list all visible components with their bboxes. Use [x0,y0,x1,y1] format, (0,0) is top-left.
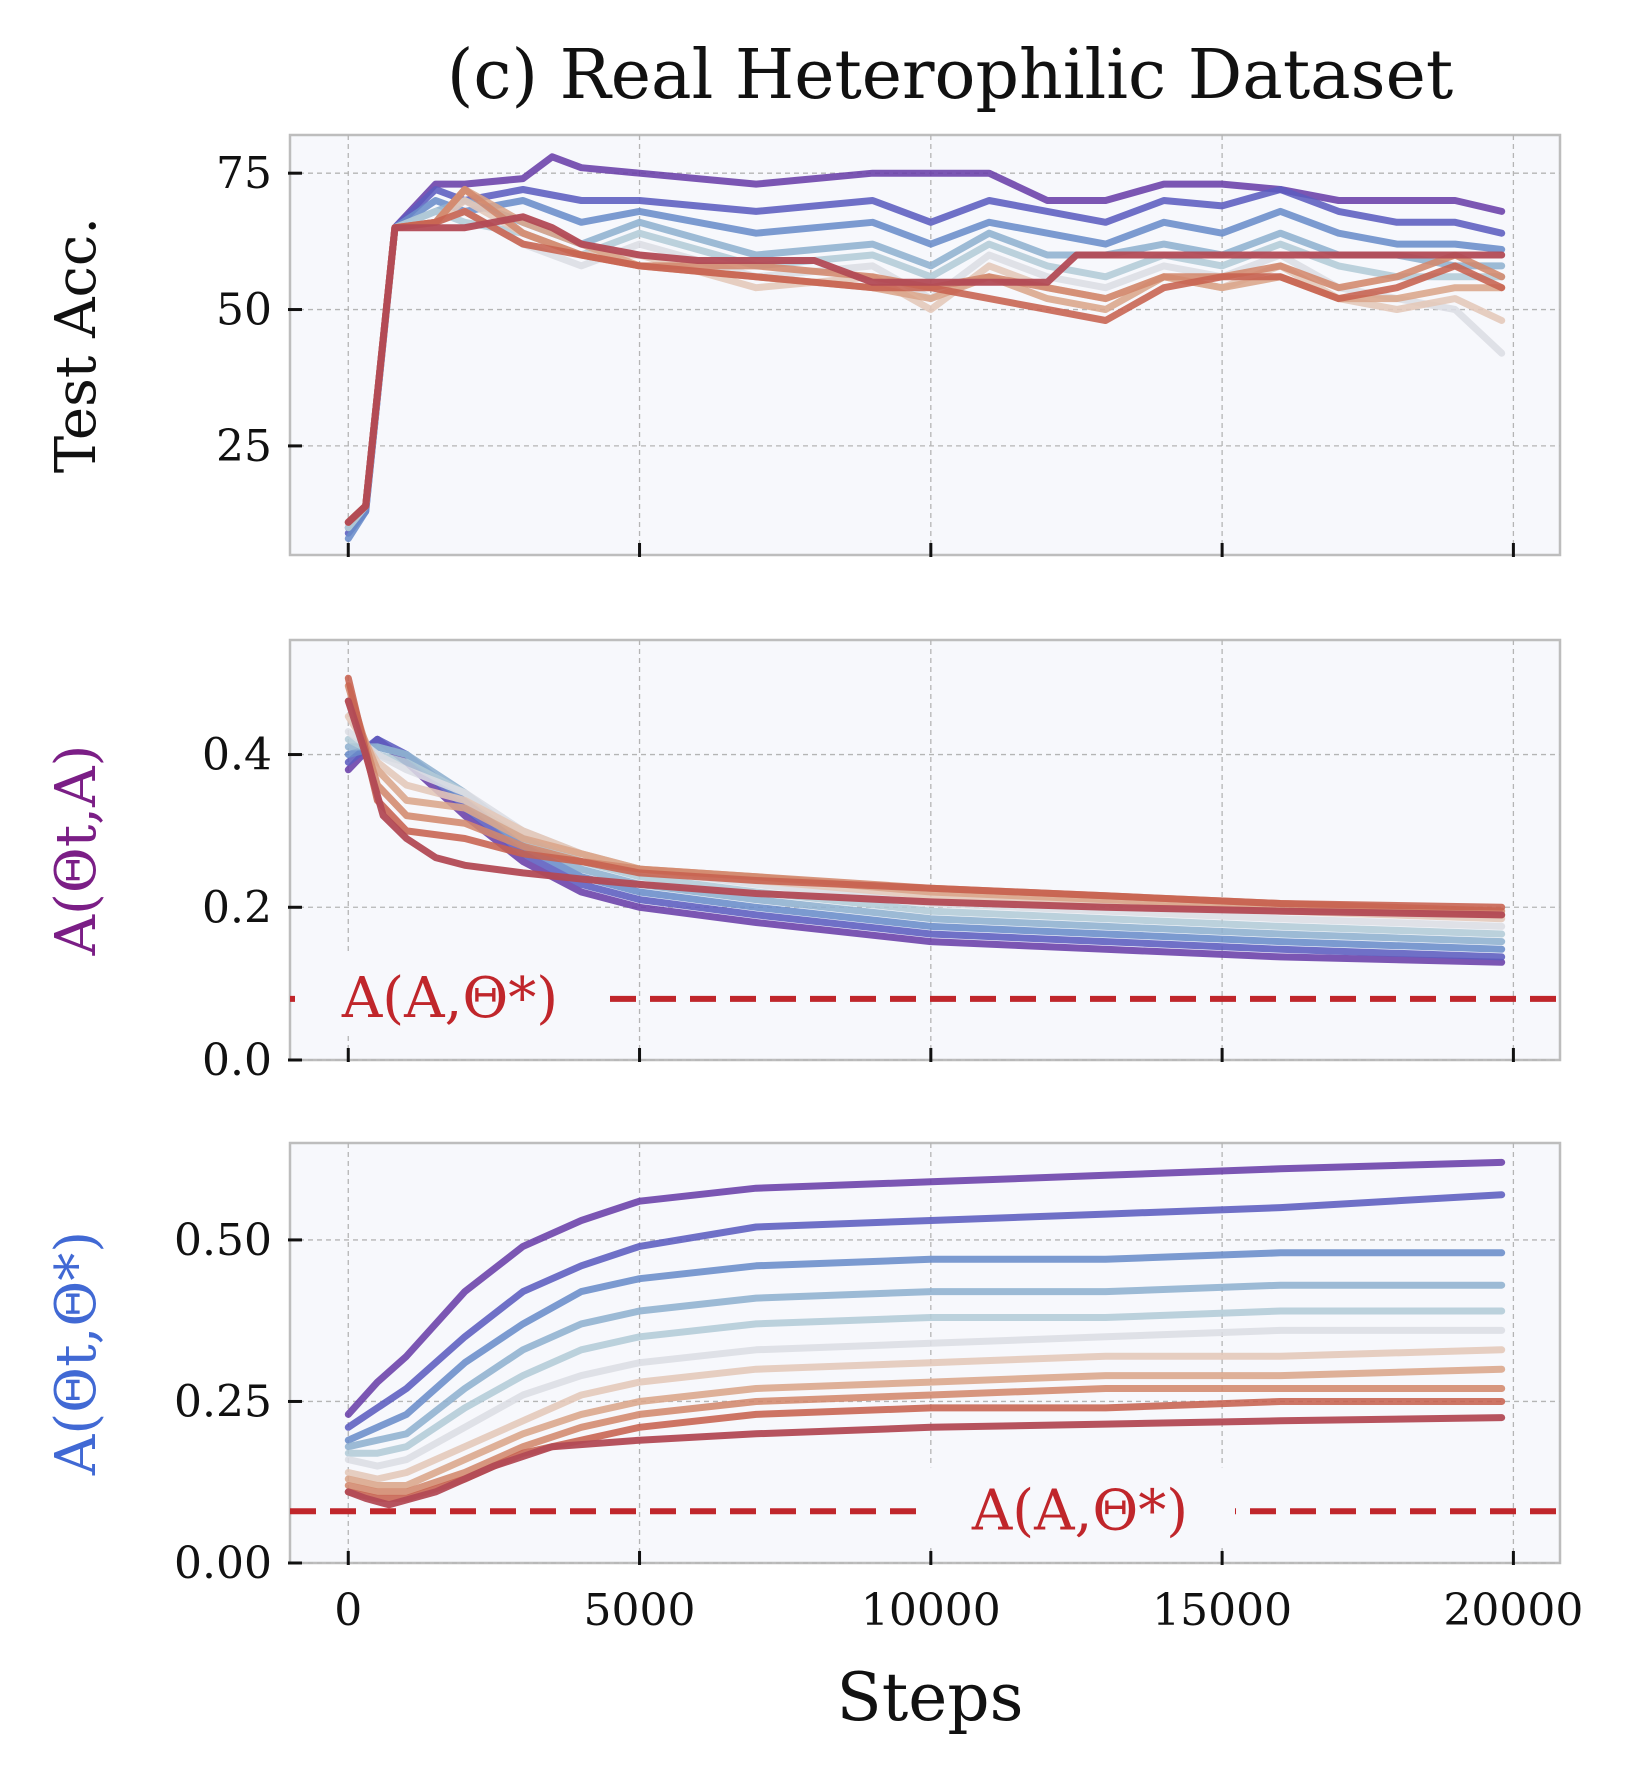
x-tick-label: 10000 [861,1585,1001,1636]
series-line-5 [344,1307,1506,1457]
series-line-8 [344,1365,1506,1489]
series-line-6 [344,1326,1506,1470]
x-tick-label: 5000 [584,1585,696,1636]
y-axis-label-bottom: A(Θt,Θ*) [44,1231,109,1476]
series-group-bottom [344,1158,1506,1509]
series-line-11 [344,213,1506,526]
series-line-8 [344,697,1506,919]
y-tick-label: 0.2 [202,882,272,933]
panel-alignment-theta-theta-star: 0 5000 10000 15000 20000 0.00 0.25 0.50 A(A,Θ*)… [44,1141,1583,1636]
ticks-top: 25 50 75 [216,148,1515,557]
series-line-9 [344,1385,1506,1496]
ticks-middle: 0.0 0.2 0.4 [202,730,1515,1086]
x-tick-label: 15000 [1152,1585,1292,1636]
reference-line-label: A(A,Θ*) [971,1478,1188,1543]
series-group-middle [344,674,1506,966]
y-tick-label: 75 [216,148,272,199]
series-line-7 [344,1346,1506,1483]
reference-label-bg [295,954,605,1033]
y-tick-label: 50 [216,285,272,336]
x-axis-label: Steps [837,1659,1024,1736]
series-line-10 [344,674,1506,911]
chart-title: (c) Real Heterophilic Dataset [447,36,1453,115]
series-line-1 [344,153,1506,532]
panel-test-accuracy: 25 50 75 Test Acc. [44,133,1562,557]
series-line-2 [344,186,1506,537]
series-line-10 [344,207,1506,526]
reference-label-bg [925,1467,1235,1546]
panel-alignment-theta-a: 0.0 0.2 0.4 A(A,Θ*) A(Θt,A) [44,638,1562,1086]
series-line-11 [344,1414,1506,1509]
reference-line-bottom: A(A,Θ*) [290,1467,1560,1546]
series-line-4 [344,1281,1506,1451]
ticks-bottom: 0 5000 10000 15000 20000 0.00 0.25 0.50 [174,1215,1583,1636]
y-axis-label-middle: A(Θt,A) [44,745,109,957]
reference-line-middle: A(A,Θ*) [290,954,1560,1033]
y-tick-label: 0.25 [174,1376,272,1427]
y-axis-label-top: Test Acc. [44,217,109,473]
y-tick-label: 0.4 [202,730,272,781]
y-tick-label: 0.00 [174,1538,272,1589]
y-tick-label: 25 [216,421,272,472]
series-group-top [344,153,1506,543]
y-tick-label: 0.0 [202,1035,272,1086]
series-line-11 [344,697,1506,919]
reference-line-label: A(A,Θ*) [341,966,558,1031]
series-line-1 [344,1158,1506,1418]
x-tick-label: 0 [334,1585,362,1636]
series-line-2 [344,1191,1506,1431]
series-line-3 [344,1249,1506,1444]
y-tick-label: 0.50 [174,1215,272,1266]
x-tick-label: 20000 [1443,1585,1583,1636]
series-line-4 [344,743,1506,946]
